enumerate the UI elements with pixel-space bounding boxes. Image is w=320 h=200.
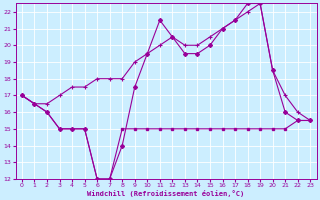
X-axis label: Windchill (Refroidissement éolien,°C): Windchill (Refroidissement éolien,°C) — [87, 190, 245, 197]
